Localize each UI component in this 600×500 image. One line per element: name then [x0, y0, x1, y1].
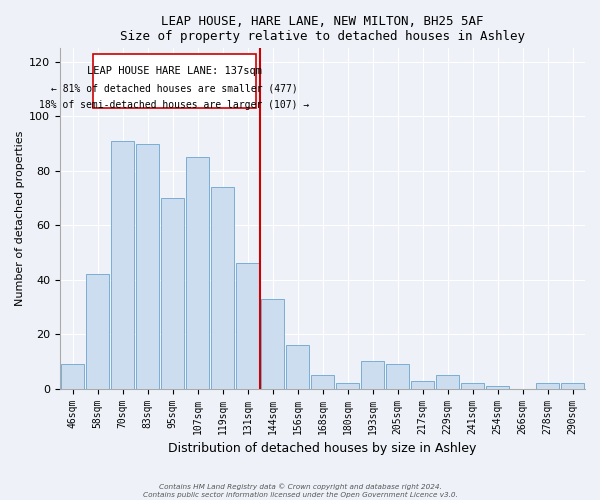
Y-axis label: Number of detached properties: Number of detached properties [15, 131, 25, 306]
Bar [335, 383, 359, 388]
Bar [536, 383, 559, 388]
Bar [61, 364, 85, 388]
Bar [461, 383, 484, 388]
Bar [236, 264, 259, 388]
Bar [86, 274, 109, 388]
Text: Contains HM Land Registry data © Crown copyright and database right 2024.
Contai: Contains HM Land Registry data © Crown c… [143, 484, 457, 498]
Bar [410, 380, 434, 388]
X-axis label: Distribution of detached houses by size in Ashley: Distribution of detached houses by size … [169, 442, 476, 455]
Text: LEAP HOUSE HARE LANE: 137sqm: LEAP HOUSE HARE LANE: 137sqm [87, 66, 262, 76]
Bar [260, 299, 284, 388]
Text: ← 81% of detached houses are smaller (477): ← 81% of detached houses are smaller (47… [51, 84, 298, 94]
Text: 18% of semi-detached houses are larger (107) →: 18% of semi-detached houses are larger (… [39, 100, 310, 110]
Bar [311, 375, 334, 388]
Bar [436, 375, 460, 388]
Bar [286, 345, 310, 389]
Bar [386, 364, 409, 388]
Bar [560, 383, 584, 388]
Bar [185, 157, 209, 388]
FancyBboxPatch shape [92, 54, 256, 108]
Bar [485, 386, 509, 388]
Title: LEAP HOUSE, HARE LANE, NEW MILTON, BH25 5AF
Size of property relative to detache: LEAP HOUSE, HARE LANE, NEW MILTON, BH25 … [120, 15, 525, 43]
Bar [211, 187, 235, 388]
Bar [110, 141, 134, 388]
Bar [161, 198, 184, 388]
Bar [361, 362, 385, 388]
Bar [136, 144, 160, 388]
